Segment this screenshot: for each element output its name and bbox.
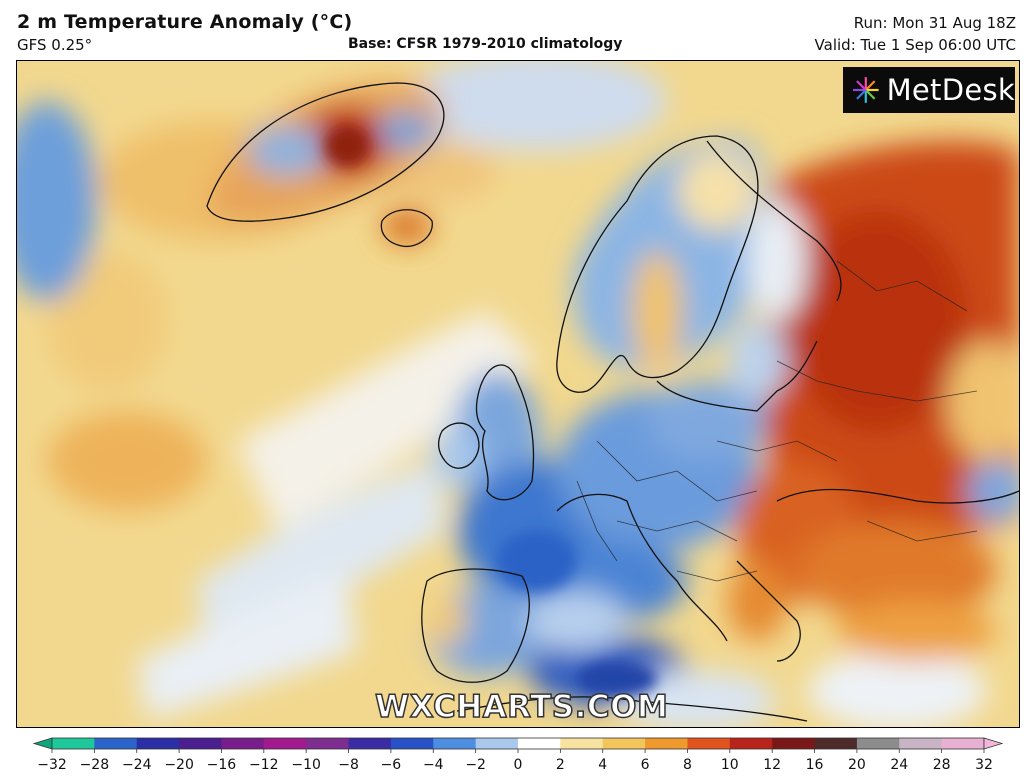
scale-tick-label: −2 [465, 757, 486, 773]
scale-cell [221, 738, 265, 749]
scale-tick-label: 10 [721, 757, 739, 773]
run-time-label: Run: Mon 31 Aug 18Z [853, 14, 1016, 32]
scale-cell [348, 738, 392, 749]
scale-cell [94, 738, 138, 749]
scale-cell [899, 738, 943, 749]
scale-tick-label: 2 [556, 757, 565, 773]
scale-cell [645, 738, 688, 749]
scale-tick-label: −10 [291, 757, 321, 773]
map-canvas [17, 61, 1019, 727]
scale-arrow-right [983, 737, 1004, 750]
scale-tick-label: −6 [381, 757, 402, 773]
wxcharts-watermark: WXCHARTS.COM [374, 688, 669, 726]
scale-cell [814, 738, 858, 749]
scale-tick-label: 6 [641, 757, 650, 773]
base-climatology-label: Base: CFSR 1979-2010 climatology [348, 36, 623, 52]
scale-tick-label: −8 [338, 757, 359, 773]
scale-tick-label: 28 [933, 757, 951, 773]
chart-title: 2 m Temperature Anomaly (°C) [17, 11, 353, 33]
scale-cell [179, 738, 222, 749]
coastlines [206, 82, 1019, 722]
scale-tick-label: 32 [975, 757, 993, 773]
scale-cell [475, 738, 519, 749]
scale-cell [518, 738, 561, 749]
scale-tick-label: 20 [848, 757, 866, 773]
scale-cell [136, 738, 180, 749]
country-borders [576, 260, 978, 582]
scale-tick-label: −28 [80, 757, 110, 773]
scale-cell [390, 738, 434, 749]
scale-tick-label: 16 [806, 757, 824, 773]
scale-arrow-left [32, 737, 53, 750]
scale-cell [602, 738, 646, 749]
scale-tick-label: −24 [122, 757, 152, 773]
logo-text: MetDesk [886, 73, 1015, 107]
starburst-logo-icon [852, 77, 879, 103]
scale-tick-label: −12 [249, 757, 279, 773]
scale-cell [687, 738, 731, 749]
scale-cell [52, 738, 95, 749]
model-label: GFS 0.25° [17, 36, 93, 54]
scale-tick-label: −4 [423, 757, 444, 773]
scale-tick-label: −16 [207, 757, 237, 773]
scale-cell [433, 738, 477, 749]
scale-tick-label: 8 [683, 757, 692, 773]
scale-tick-label: 24 [890, 757, 908, 773]
scale-tick-label: −32 [37, 757, 67, 773]
scale-cell [729, 738, 773, 749]
valid-time-label: Valid: Tue 1 Sep 06:00 UTC [814, 36, 1016, 54]
scale-cell [263, 738, 307, 749]
scale-tick-label: −20 [164, 757, 194, 773]
scale-cell [772, 738, 816, 749]
color-scale-bar: −32 −28 −24 −20 −16 −12 −10 −8 −6 −4 −2 0 2 4 6 8 10 12 16… [32, 737, 1004, 773]
scale-cell [856, 738, 900, 749]
color-scale: −32 −28 −24 −20 −16 −12 −10 −8 −6 −4 −2 0 2 4 6 8 10 12 16… [30, 736, 1006, 776]
scale-cell [306, 738, 350, 749]
scale-tick-label: 4 [598, 757, 607, 773]
scale-cell [941, 738, 985, 749]
scale-tick-label: 0 [514, 757, 523, 773]
metdesk-logo: MetDesk [843, 67, 1015, 113]
anomaly-map[interactable]: MetDesk WXCHARTS.COM [16, 60, 1020, 728]
scale-tick-label: 12 [763, 757, 781, 773]
scale-cell [560, 738, 604, 749]
